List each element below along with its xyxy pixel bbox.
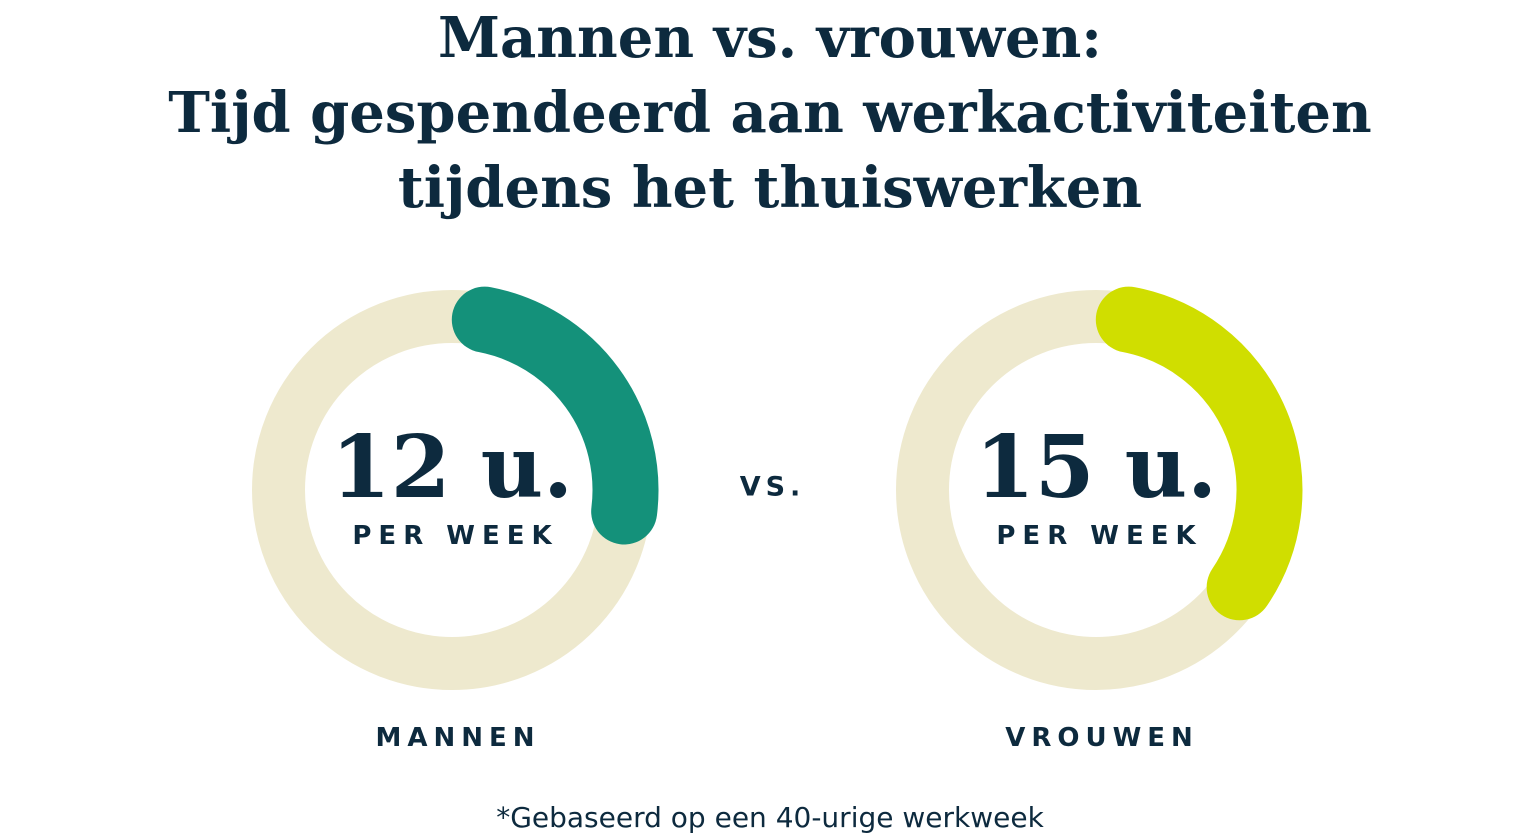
vs-separator: VS. — [739, 471, 806, 503]
hours-value-vrouwen: 15 u. — [974, 417, 1218, 518]
infographic-title: Mannen vs. vrouwen: Tijd gespendeerd aan… — [0, 1, 1540, 226]
donut-center-vrouwen: 15 u. PER WEEK — [886, 417, 1306, 552]
title-line-3: tijdens het thuiswerken — [397, 155, 1143, 221]
title-line-2: Tijd gespendeerd aan werkactiviteiten — [168, 80, 1372, 146]
donut-arc — [1095, 286, 1303, 621]
hours-value-mannen: 12 u. — [330, 417, 574, 518]
donut-chart-vrouwen — [896, 286, 1303, 690]
footnote-workweek-basis: *Gebaseerd op een 40-urige werkweek — [496, 801, 1044, 834]
category-label-mannen: MANNEN — [375, 723, 541, 753]
per-week-label-vrouwen: PER WEEK — [996, 521, 1203, 551]
donut-chart-mannen — [252, 286, 659, 690]
title-line-1: Mannen vs. vrouwen: — [438, 5, 1102, 71]
donut-mannen: 12 u. PER WEEK MANNEN — [242, 280, 662, 753]
donut-arc — [451, 286, 659, 545]
donut-vrouwen: 15 u. PER WEEK VROUWEN — [886, 280, 1306, 753]
per-week-label-mannen: PER WEEK — [352, 521, 559, 551]
category-label-vrouwen: VROUWEN — [1005, 723, 1199, 753]
donut-center-mannen: 12 u. PER WEEK — [242, 417, 662, 552]
